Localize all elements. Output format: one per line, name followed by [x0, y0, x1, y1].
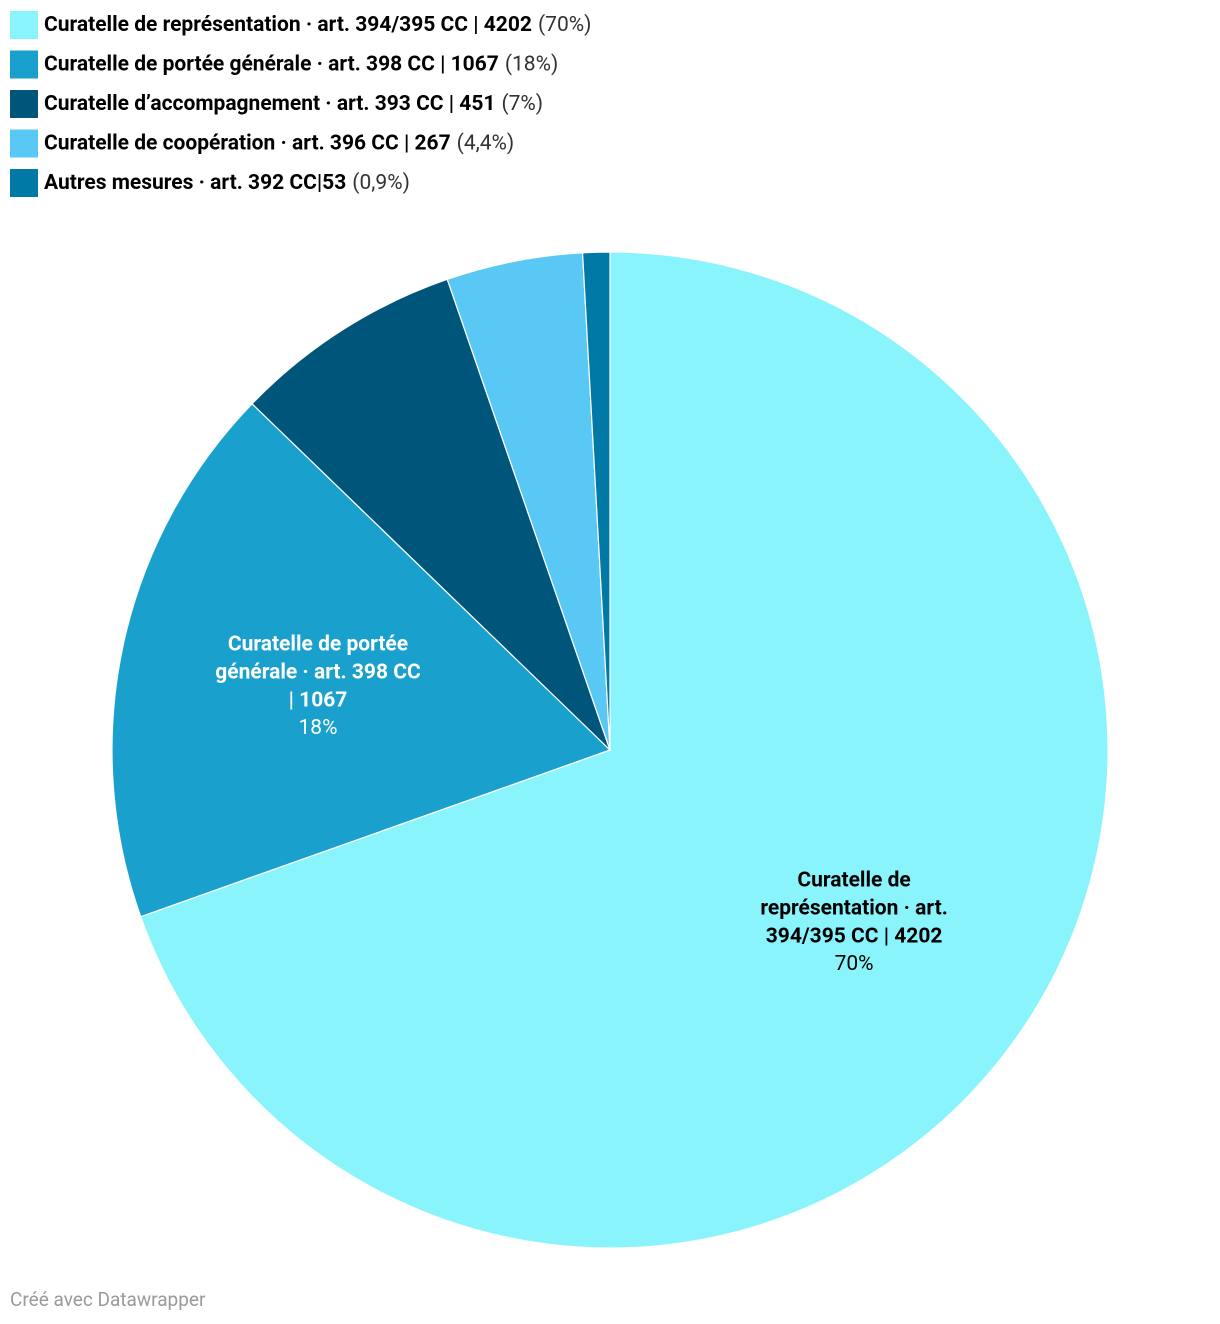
legend-label: Curatelle de représentation · art. 394/3… [44, 13, 591, 37]
slice-label-line: 394/395 CC | 4202 [766, 924, 943, 948]
legend-label: Curatelle de coopération · art. 396 CC |… [44, 131, 514, 155]
pie-slice [111, 402, 612, 918]
slice-label-line: | 1067 [289, 688, 348, 712]
pie-slice [581, 251, 611, 751]
legend-swatch [10, 90, 38, 118]
legend-swatch [10, 169, 38, 197]
slice-label: Curatelle de portée générale · art. 398 C… [215, 632, 421, 712]
pie-slice [251, 278, 611, 751]
legend-name: Curatelle de coopération · art. 396 CC |… [44, 131, 451, 155]
legend-swatch [10, 50, 38, 79]
legend-name: Autres mesures · art. 392 CC|53 [44, 171, 346, 195]
slice-label-line: Curatelle de [797, 868, 910, 892]
legend-percentage: (7%) [501, 92, 543, 116]
legend-swatch [10, 129, 38, 158]
legend-label: Curatelle d’accompagnement · art. 393 CC… [44, 92, 543, 116]
legend-percentage: (70%) [538, 13, 591, 37]
legend-name: Curatelle de portée générale · art. 398 … [44, 52, 499, 76]
legend-label: Curatelle de portée générale · art. 398 … [44, 52, 558, 76]
slice-label-line: générale · art. 398 CC [215, 660, 421, 684]
footer: Créé avec Datawrapper [10, 1288, 206, 1311]
slice-label-line: Curatelle de portée [228, 632, 408, 656]
legend-percentage: (18%) [505, 52, 558, 76]
legend-percentage: (4,4%) [457, 131, 515, 155]
slice-label: Curatelle de représentation · art. 394/395… [760, 868, 947, 948]
legend-label: Autres mesures · art. 392 CC|53 (0,9%) [44, 171, 410, 195]
legend-percentage: (0,9%) [352, 171, 410, 195]
slice-percentage: 18% [299, 716, 338, 740]
legend-swatch [10, 11, 38, 39]
pie-slice [139, 251, 1109, 1249]
slice-label-line: représentation · art. [760, 896, 947, 920]
legend-name: Curatelle d’accompagnement · art. 393 CC… [44, 92, 495, 116]
slice-percentage: 70% [835, 952, 874, 976]
legend-name: Curatelle de représentation · art. 394/3… [44, 13, 532, 37]
